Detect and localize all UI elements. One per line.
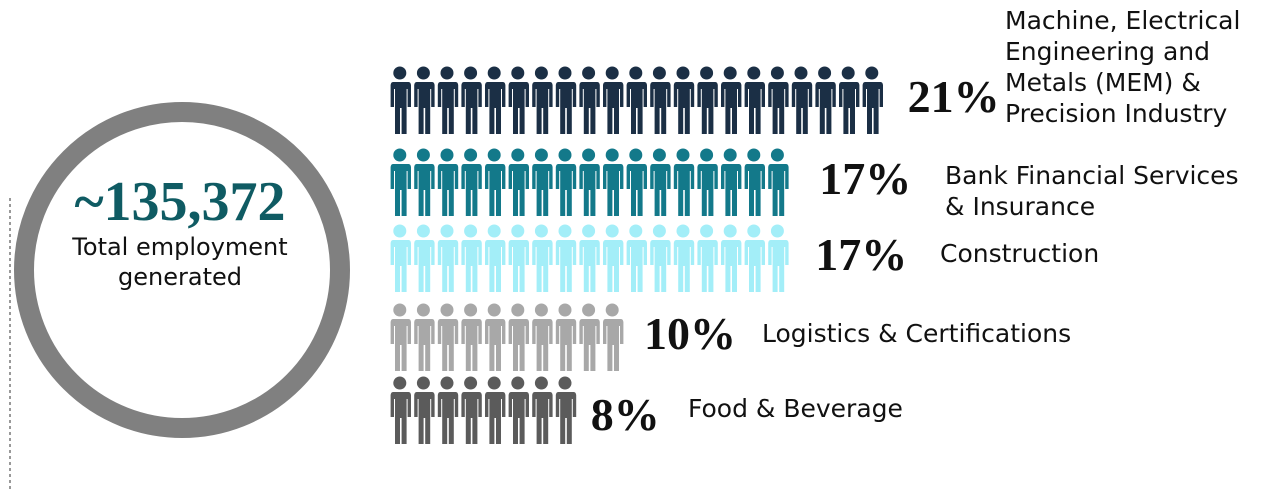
person-icon [555, 303, 577, 371]
person-icon [721, 224, 742, 292]
person-icon [508, 148, 529, 216]
person-icon [390, 148, 411, 216]
subtitle: Total employment generated [72, 233, 288, 291]
person-icon [414, 66, 435, 134]
person-icon [485, 224, 506, 292]
person-icon [791, 66, 813, 134]
person-icon [839, 66, 860, 134]
person-icon [579, 303, 600, 371]
person-icon [673, 148, 695, 216]
person-icon [673, 224, 695, 292]
icon-row [390, 148, 789, 216]
person-icon [390, 303, 411, 371]
person-icon [437, 66, 459, 134]
person-icon [485, 148, 506, 216]
person-icon [390, 66, 411, 134]
person-icon [744, 148, 765, 216]
person-icon [579, 224, 600, 292]
person-icon [461, 66, 482, 134]
icon-row [390, 303, 624, 371]
value-label: 17% [819, 153, 912, 204]
person-icon [437, 303, 459, 371]
person-icon [744, 224, 765, 292]
person-icon [579, 66, 600, 134]
headline: ~135,372 [74, 171, 286, 233]
person-icon [532, 303, 553, 371]
person-icon [603, 148, 624, 216]
person-icon [508, 224, 529, 292]
person-icon [673, 66, 695, 134]
person-icon [626, 148, 647, 216]
person-icon [461, 224, 482, 292]
person-icon [555, 66, 577, 134]
category-label: Machine, Electrical Engineering and Meta… [1005, 6, 1241, 128]
person-icon [414, 376, 435, 444]
person-icon [579, 148, 600, 216]
person-icon [390, 376, 411, 444]
person-icon [532, 224, 553, 292]
person-icon [555, 148, 577, 216]
person-icon [697, 66, 718, 134]
ring [14, 102, 350, 438]
person-icon [532, 66, 553, 134]
person-icon [744, 66, 765, 134]
person-icon [437, 376, 459, 444]
person-icon [485, 66, 506, 134]
person-icon [437, 148, 459, 216]
person-icon [603, 303, 624, 371]
person-icon [437, 224, 459, 292]
category-label: Bank Financial Services & Insurance [945, 161, 1239, 221]
person-icon [508, 376, 529, 444]
value-label: 21% [907, 71, 1000, 122]
person-icon [768, 66, 789, 134]
person-icon [697, 148, 718, 216]
value-label: 17% [815, 229, 908, 280]
person-icon [650, 66, 671, 134]
person-icon [532, 148, 553, 216]
person-icon [721, 66, 742, 134]
person-icon [485, 376, 506, 444]
person-icon [461, 303, 482, 371]
person-icon [461, 148, 482, 216]
person-icon [603, 224, 624, 292]
value-label: 8% [590, 389, 660, 440]
person-icon [461, 376, 482, 444]
person-icon [626, 66, 647, 134]
category-label: Food & Beverage [688, 394, 903, 423]
person-icon [768, 224, 789, 292]
person-icon [650, 224, 671, 292]
person-icon [532, 376, 553, 444]
category-label: Construction [940, 239, 1100, 268]
person-icon [626, 224, 647, 292]
person-icon [555, 376, 577, 444]
person-icon [555, 224, 577, 292]
person-icon [815, 66, 836, 134]
person-icon [697, 224, 718, 292]
person-icon [862, 66, 883, 134]
person-icon [650, 148, 671, 216]
person-icon [508, 303, 529, 371]
person-icon [721, 148, 742, 216]
person-icon [768, 148, 789, 216]
person-icon [414, 224, 435, 292]
person-icon [485, 303, 506, 371]
person-icon [414, 303, 435, 371]
icon-row [390, 224, 789, 292]
person-icon [414, 148, 435, 216]
person-icon [508, 66, 529, 134]
icon-row [390, 66, 883, 134]
person-icon [390, 224, 411, 292]
person-icon [603, 66, 624, 134]
value-label: 10% [644, 308, 736, 359]
icon-row [390, 376, 577, 444]
category-label: Logistics & Certifications [762, 319, 1072, 348]
